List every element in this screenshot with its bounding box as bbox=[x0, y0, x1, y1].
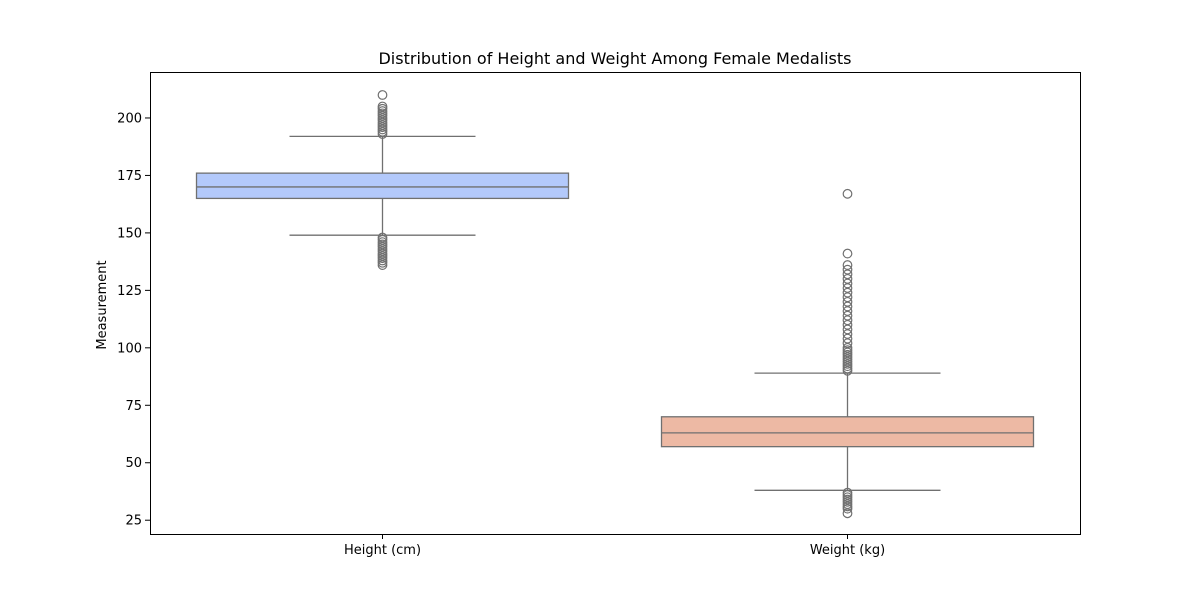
y-tick-label: 50 bbox=[125, 456, 142, 471]
y-tick-label: 150 bbox=[117, 226, 142, 241]
outlier-point bbox=[843, 249, 852, 258]
box-group bbox=[662, 190, 1034, 518]
x-tick-label: Weight (kg) bbox=[810, 543, 885, 558]
y-tick-label: 175 bbox=[117, 169, 142, 184]
box-group bbox=[197, 91, 569, 270]
outlier-point bbox=[843, 190, 852, 199]
plot-area-frame bbox=[151, 73, 1081, 535]
y-tick-label: 25 bbox=[125, 514, 142, 529]
y-axis: 25 50 75 100 125 150 175 200 bbox=[117, 111, 150, 528]
outlier-point bbox=[378, 91, 387, 100]
iqr-box bbox=[662, 417, 1034, 447]
y-tick-label: 75 bbox=[125, 399, 142, 414]
y-tick-label: 125 bbox=[117, 284, 142, 299]
x-tick-label: Height (cm) bbox=[344, 543, 421, 558]
iqr-box bbox=[197, 173, 569, 198]
x-axis: Height (cm) Weight (kg) bbox=[344, 534, 885, 558]
y-axis-label: Measurement bbox=[95, 260, 110, 349]
chart-title: Distribution of Height and Weight Among … bbox=[378, 49, 851, 68]
y-tick-label: 200 bbox=[117, 111, 142, 126]
y-tick-label: 100 bbox=[117, 341, 142, 356]
box-series bbox=[197, 91, 1034, 518]
